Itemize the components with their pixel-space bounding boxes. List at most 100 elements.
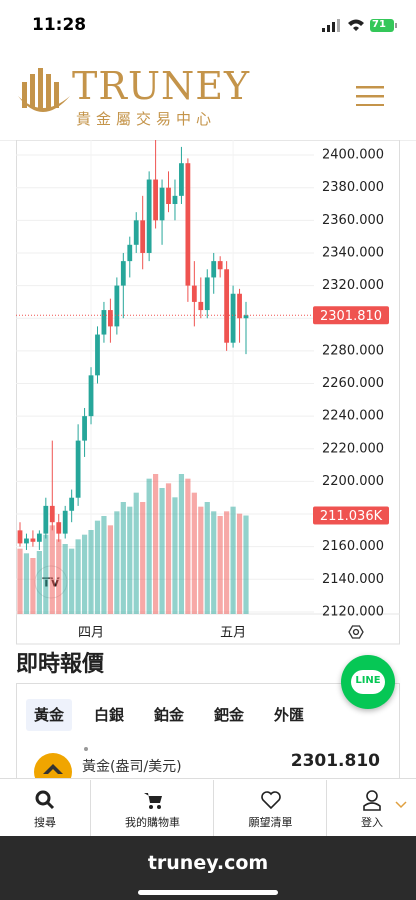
tab[interactable]: 黃金 — [33, 706, 64, 724]
volume-bar — [243, 515, 249, 614]
y-tick-label: 2220.000 — [322, 441, 384, 456]
volume-label-bg — [313, 506, 389, 525]
candle-body — [17, 530, 23, 544]
nav-item[interactable]: 我的購物車 — [90, 780, 214, 836]
volume-bar — [81, 534, 88, 614]
quote-name: 黃金(盎司/美元) — [82, 759, 182, 775]
candle-body — [191, 285, 197, 302]
logo-icon — [18, 68, 70, 112]
candle-body — [159, 187, 165, 221]
volume-bar — [75, 539, 81, 614]
volume-bar — [204, 502, 210, 614]
volume-bar — [153, 474, 159, 614]
candle-body — [140, 220, 146, 253]
volume-bar — [191, 492, 197, 614]
volume-bar — [172, 497, 178, 614]
nav-item[interactable]: 願望清單 — [213, 780, 327, 836]
tab[interactable]: 白銀 — [93, 706, 124, 724]
volume-bar — [159, 488, 165, 614]
candle-body — [114, 285, 120, 327]
volume-bar — [49, 525, 55, 614]
candle-body — [30, 538, 36, 542]
candle-body — [237, 293, 242, 319]
candle-body — [166, 187, 171, 205]
y-tick-label: 2320.000 — [322, 278, 384, 293]
brand-subtitle: 貴金屬交易中心 — [76, 110, 217, 128]
candle-body — [36, 533, 42, 542]
volume-bar — [88, 530, 94, 614]
nav-label: 我的購物車 — [125, 816, 180, 829]
line-button[interactable]: LINE — [341, 655, 395, 709]
tab[interactable]: 外匯 — [273, 706, 304, 724]
time: 11:28 — [32, 15, 87, 35]
nav-label: 願望清單 — [248, 816, 293, 829]
y-tick-label: 2340.000 — [322, 245, 384, 260]
volume-bar — [101, 516, 107, 614]
candle-body — [217, 261, 223, 270]
volume-bar — [198, 506, 204, 614]
volume-bar — [165, 483, 172, 614]
chart: TV 四月五月2120.0002140.0002160.0002180.0002… — [16, 140, 400, 645]
candle-body — [69, 497, 75, 511]
candle-body — [62, 510, 68, 534]
candle-body — [211, 261, 217, 278]
nav-label: 搜尋 — [34, 816, 56, 829]
x-tick-label: 五月 — [220, 626, 246, 641]
y-tick-label: 2280.000 — [322, 343, 384, 358]
url-bar: truney.com — [0, 836, 416, 900]
candle-body — [133, 220, 139, 245]
candle-body — [82, 416, 87, 441]
volume-bar — [146, 478, 152, 614]
quote-card — [16, 683, 400, 784]
y-tick-label: 2260.000 — [322, 376, 384, 391]
volume-bar — [178, 474, 185, 614]
tab-highlight — [26, 699, 72, 731]
candle-body — [56, 522, 62, 534]
tab[interactable]: 鈀金 — [213, 706, 244, 724]
candle-body — [95, 334, 100, 376]
battery: 71 — [372, 19, 386, 30]
candle-body — [43, 505, 49, 534]
candle-body — [204, 277, 210, 311]
candle-body — [49, 505, 55, 523]
y-tick-label: 2120.000 — [322, 604, 384, 619]
candle-body — [172, 195, 178, 205]
dot — [84, 747, 88, 751]
volume-bar — [56, 539, 62, 614]
y-tick-label: 2380.000 — [322, 180, 384, 195]
volume-bar — [224, 511, 230, 614]
line-label: LINE — [355, 675, 381, 686]
candle-body — [230, 293, 236, 343]
menu-button[interactable] — [356, 86, 384, 106]
gold-icon — [34, 753, 72, 782]
price-label-bg — [313, 306, 389, 325]
nav-item[interactable]: 登入 — [326, 780, 416, 836]
tab[interactable]: 鉑金 — [153, 706, 184, 724]
quote-price: 2301.810 — [290, 751, 380, 771]
volume-label: 211.036K — [320, 509, 383, 524]
volume-bar — [120, 502, 126, 614]
nav-item[interactable]: 搜尋 — [0, 780, 90, 836]
candle-body — [88, 375, 94, 417]
nav-icon — [260, 791, 281, 810]
candle-body — [179, 163, 184, 196]
y-tick-label: 2240.000 — [322, 409, 384, 424]
candle-body — [224, 269, 230, 343]
volume-bar — [217, 516, 223, 614]
volume-bar — [36, 551, 42, 614]
volume-bar — [236, 513, 243, 614]
candle-body — [198, 301, 204, 311]
nav-icon — [363, 790, 381, 811]
status-bar: 11:28 71 — [0, 0, 416, 50]
brand: TRUNEY — [72, 64, 251, 108]
candle-body — [243, 315, 249, 319]
y-tick-label: 2400.000 — [322, 148, 384, 163]
volume-bar — [140, 502, 146, 614]
nav-label: 登入 — [361, 816, 383, 829]
settings-icon[interactable] — [348, 625, 364, 639]
section-title: 即時報價 — [16, 652, 105, 677]
volume-bar — [127, 506, 133, 614]
volume-bar — [114, 511, 120, 614]
url[interactable]: truney.com — [147, 852, 269, 874]
